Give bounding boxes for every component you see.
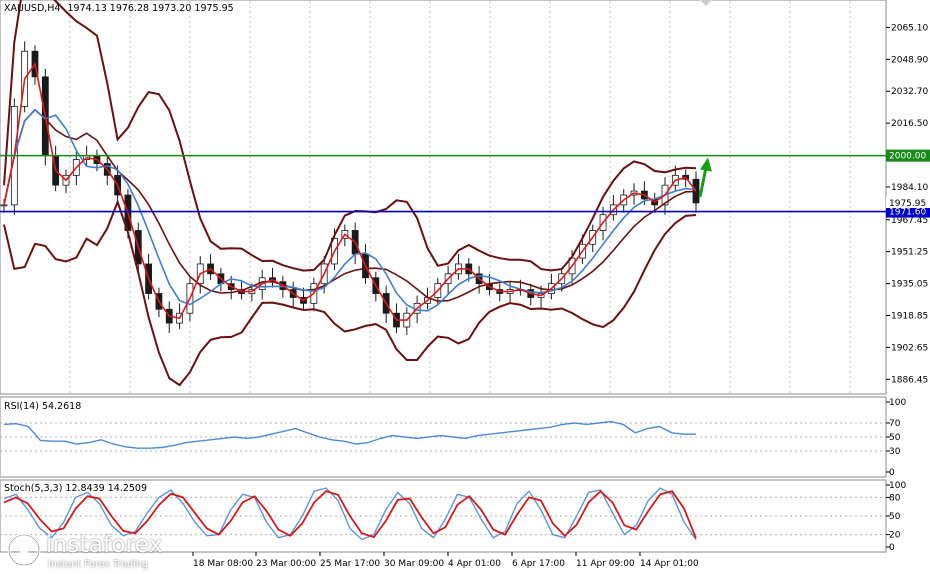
price-level-tag-label: 2000.00 bbox=[889, 152, 926, 162]
instaforex-watermark: instaforex Instant Forex Trading bbox=[6, 528, 206, 572]
osc-tick-label: 70 bbox=[889, 419, 901, 429]
time-tick-label: 11 Apr 09:00 bbox=[576, 559, 635, 569]
price-tick-label: 1984.10 bbox=[891, 183, 928, 193]
stoch-signal-line bbox=[3, 489, 697, 539]
rsi-axis: 100 70 50 30 0 bbox=[886, 398, 906, 478]
rsi-line bbox=[3, 420, 696, 449]
stoch-panel: Stoch(5,3,3) 12.8439 14.2509 bbox=[0, 479, 887, 553]
symbol-label: XAUUSD,H4 bbox=[4, 3, 60, 14]
price-tick-label: 1902.65 bbox=[891, 343, 928, 353]
price-tick-label: 1967.45 bbox=[891, 216, 928, 226]
time-tick-label: 14 Apr 01:00 bbox=[640, 559, 699, 569]
osc-tick-label: 80 bbox=[889, 493, 901, 503]
symbol-header: XAUUSD,H4 1974.13 1976.28 1973.20 1975.9… bbox=[4, 3, 234, 14]
price-level-tag-label: 1971.60 bbox=[889, 208, 926, 218]
osc-tick-label: 100 bbox=[889, 398, 906, 408]
ohlc-quote: 1974.13 1976.28 1973.20 1975.95 bbox=[68, 3, 234, 14]
ma-slow-line bbox=[3, 108, 697, 312]
stoch-axis: 100 80 50 20 0 bbox=[886, 481, 906, 553]
rsi-label: RSI(14) 54.2618 bbox=[4, 401, 81, 412]
price-level-tag bbox=[886, 205, 930, 218]
brand-name: instaforex bbox=[46, 532, 163, 558]
price-tick-label: 1918.85 bbox=[891, 311, 928, 321]
stoch-main-line bbox=[3, 487, 697, 541]
triangle-marker-icon bbox=[700, 0, 712, 6]
price-plot bbox=[0, 0, 886, 387]
osc-tick-label: 50 bbox=[889, 433, 901, 443]
time-axis: 18 Mar 08:00 23 Mar 00:00 25 Mar 17:00 30 M… bbox=[192, 552, 699, 569]
osc-tick-label: 20 bbox=[889, 531, 901, 541]
price-tick-label: 2016.50 bbox=[891, 119, 928, 129]
price-tick-label: 1951.25 bbox=[891, 248, 928, 258]
time-tick-label: 25 Mar 17:00 bbox=[320, 559, 380, 569]
up-arrow-shaft bbox=[698, 167, 708, 198]
bollinger-lower-line bbox=[3, 198, 697, 387]
time-tick-label: 6 Apr 17:00 bbox=[512, 559, 565, 569]
rsi-panel: RSI(14) 54.2618 bbox=[0, 396, 887, 478]
time-tick-label: 23 Mar 00:00 bbox=[256, 559, 316, 569]
ma-fast-line bbox=[3, 61, 697, 321]
osc-tick-label: 50 bbox=[889, 512, 901, 522]
time-tick-label: 4 Apr 01:00 bbox=[448, 559, 501, 569]
brand-tagline: Instant Forex Trading bbox=[48, 559, 148, 570]
osc-tick-label: 100 bbox=[889, 481, 906, 491]
time-tick-label: 30 Mar 09:00 bbox=[384, 559, 444, 569]
stoch-plot bbox=[0, 487, 886, 541]
bollinger-upper-line bbox=[3, 0, 697, 272]
stoch-label: Stoch(5,3,3) 12.8439 14.2509 bbox=[4, 483, 147, 494]
candle-body bbox=[0, 204, 8, 207]
price-level-tag bbox=[886, 149, 930, 162]
osc-tick-label: 0 bbox=[889, 468, 895, 478]
price-tick-label: 1935.05 bbox=[891, 280, 928, 290]
rsi-plot bbox=[0, 420, 886, 452]
current-price-tag bbox=[886, 197, 930, 209]
osc-tick-label: 30 bbox=[889, 447, 901, 457]
up-arrow-icon bbox=[700, 157, 712, 172]
price-tick-label: 2065.10 bbox=[891, 23, 928, 33]
price-axis: 2065.10 2048.90 2032.70 2016.50 1984.10 1967.… bbox=[886, 23, 930, 385]
osc-tick-label: 0 bbox=[889, 543, 895, 553]
instaforex-logo-icon bbox=[7, 533, 41, 567]
price-tick-label: 2032.70 bbox=[891, 87, 928, 97]
price-tick-label: 1886.45 bbox=[891, 375, 928, 385]
price-tick-label: 2048.90 bbox=[891, 55, 928, 65]
time-tick-label: 18 Mar 08:00 bbox=[193, 559, 253, 569]
current-price-label: 1975.95 bbox=[889, 199, 926, 209]
